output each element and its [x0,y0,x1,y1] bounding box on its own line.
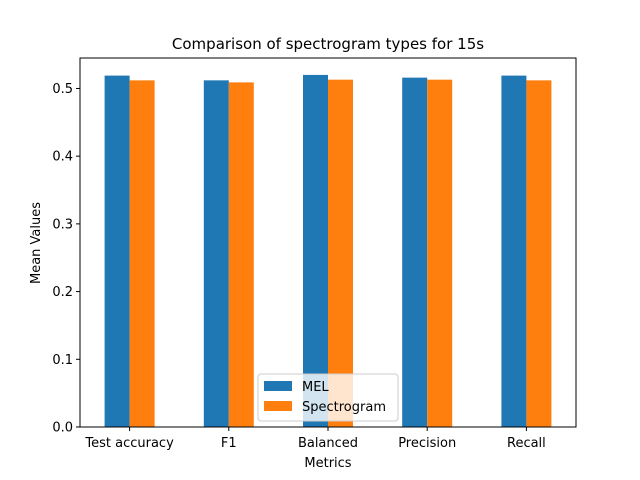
bar-spectrogram-test-accuracy [129,80,155,428]
y-axis-ticks: 0.0 0.1 0.2 0.3 0.4 0.5 [52,82,80,436]
bar-mel-test-accuracy [104,75,130,427]
legend-swatch-mel [264,381,292,391]
chart-title: Comparison of spectrogram types for 15s [172,35,484,53]
legend-swatch-spectrogram [264,401,292,411]
bar-spectrogram-recall [526,80,552,428]
bar-mel-recall [501,75,527,427]
legend-label-mel: MEL [302,380,329,395]
y-tick-label: 0.3 [52,217,73,232]
x-tick-label: Recall [507,436,546,451]
x-tick-label: Test accuracy [84,436,174,451]
y-axis-label: Mean Values [29,202,44,284]
bar-mel-balanced [303,74,328,427]
x-axis-ticks: Test accuracy F1 Balanced Precision Recall [84,427,546,451]
x-tick-label: F1 [221,436,237,451]
y-tick-label: 0.5 [52,82,73,97]
bar-mel-precision [402,77,428,428]
bar-spectrogram-precision [427,79,453,428]
x-tick-label: Balanced [298,436,358,451]
legend-label-spectrogram: Spectrogram [302,400,386,415]
x-axis-label: Metrics [304,456,351,471]
legend-box [257,373,399,422]
bar-spectrogram-balanced [328,79,353,428]
x-tick-label: Precision [398,436,456,451]
y-tick-label: 0.0 [52,421,73,436]
y-tick-label: 0.4 [52,150,73,165]
legend: MEL Spectrogram [257,373,399,422]
y-tick-label: 0.2 [52,285,73,300]
bars-group [104,74,552,428]
plot-frame [79,57,577,428]
y-tick-label: 0.1 [52,353,73,368]
bar-mel-f1 [203,80,229,428]
bar-spectrogram-f1 [228,82,254,427]
